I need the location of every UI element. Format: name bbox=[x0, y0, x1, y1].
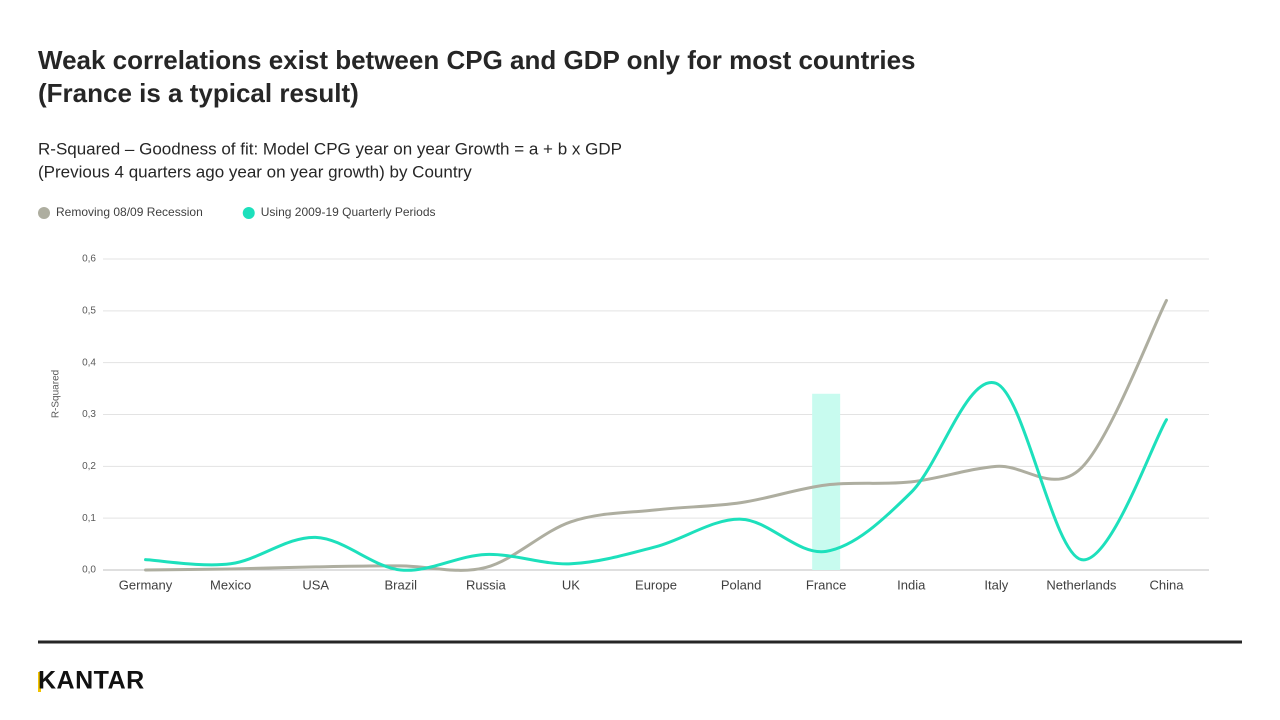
x-tick-label: Mexico bbox=[210, 577, 251, 592]
legend-label: Using 2009-19 Quarterly Periods bbox=[261, 205, 436, 219]
x-tick-label: France bbox=[806, 577, 846, 592]
y-tick-label: 0,0 bbox=[82, 565, 96, 576]
legend-swatch bbox=[38, 207, 50, 219]
x-tick-label: Brazil bbox=[385, 577, 418, 592]
legend-swatch bbox=[242, 207, 255, 219]
y-tick-label: 0,1 bbox=[82, 513, 96, 524]
x-tick-label: Europe bbox=[635, 577, 677, 592]
series-line bbox=[144, 381, 1168, 572]
y-axis-label: R-Squared bbox=[51, 370, 62, 418]
subtitle-line: R-Squared – Goodness of fit: Model CPG y… bbox=[38, 139, 622, 158]
x-tick-label: Netherlands bbox=[1046, 577, 1117, 592]
title-line: (France is a typical result) bbox=[38, 78, 359, 108]
subtitle-line: (Previous 4 quarters ago year on year gr… bbox=[38, 162, 472, 181]
y-tick-label: 0,2 bbox=[82, 461, 96, 472]
logo-accent bbox=[38, 672, 41, 692]
x-tick-label: Russia bbox=[466, 577, 507, 592]
x-tick-label: India bbox=[897, 577, 926, 592]
logo: KANTAR bbox=[38, 667, 145, 695]
x-tick-label: Poland bbox=[721, 577, 761, 592]
x-tick-label: Italy bbox=[984, 577, 1008, 592]
series-line bbox=[144, 298, 1168, 572]
legend-label: Removing 08/09 Recession bbox=[56, 205, 203, 219]
y-tick-label: 0,5 bbox=[82, 305, 96, 316]
y-tick-label: 0,3 bbox=[82, 409, 96, 420]
highlight-bar bbox=[812, 393, 841, 570]
x-tick-label: China bbox=[1149, 577, 1184, 592]
title-line: Weak correlations exist between CPG and … bbox=[38, 45, 916, 75]
y-tick-label: 0,4 bbox=[82, 357, 96, 368]
x-tick-label: Germany bbox=[119, 577, 173, 592]
x-tick-label: UK bbox=[562, 577, 580, 592]
x-tick-label: USA bbox=[302, 577, 329, 592]
y-tick-label: 0,6 bbox=[82, 254, 96, 265]
